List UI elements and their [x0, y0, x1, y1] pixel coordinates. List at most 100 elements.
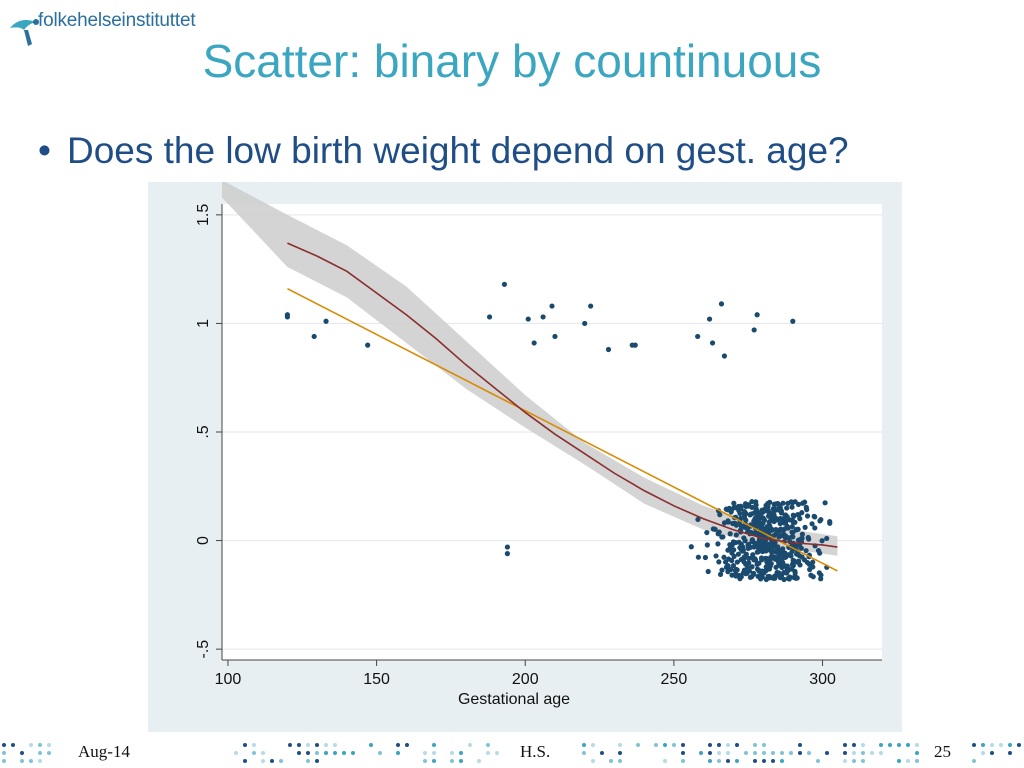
logo-text: folkehelseinstituttet — [38, 10, 196, 31]
data-point — [781, 520, 787, 526]
data-point — [772, 543, 778, 549]
data-point — [740, 570, 747, 576]
data-point — [723, 506, 729, 512]
data-point — [759, 556, 765, 562]
data-point — [749, 538, 755, 544]
footer-dot — [825, 751, 829, 755]
footer-dot — [2, 751, 6, 755]
footer-dot — [38, 759, 42, 763]
data-point — [756, 515, 762, 521]
footer-dot — [396, 743, 400, 747]
footer-dot — [888, 743, 892, 747]
footer-dot — [780, 759, 784, 763]
bullet-item: • Does the low birth weight depend on ges… — [38, 130, 849, 172]
footer-dot — [582, 743, 586, 747]
data-point — [729, 572, 735, 578]
data-point — [789, 523, 795, 530]
footer-dot — [2, 743, 6, 747]
data-point — [734, 567, 740, 573]
data-point — [795, 501, 802, 507]
data-point — [791, 558, 797, 564]
data-point — [754, 561, 760, 567]
footer-dot — [771, 759, 775, 763]
data-point — [717, 571, 724, 577]
data-point — [799, 531, 806, 537]
footer-dot — [636, 743, 640, 747]
footer-dot — [1017, 743, 1021, 747]
data-point — [741, 535, 747, 541]
data-point — [799, 510, 805, 516]
data-point — [702, 554, 709, 561]
footer-dot — [459, 759, 463, 763]
data-point — [751, 510, 757, 516]
data-point — [705, 568, 711, 575]
footer-dot — [762, 743, 766, 747]
footer-dot — [477, 759, 481, 763]
data-point — [778, 526, 784, 532]
data-point — [738, 541, 744, 547]
footer-dot — [324, 751, 328, 755]
data-point — [749, 499, 755, 505]
data-point — [809, 521, 815, 527]
data-point — [766, 519, 772, 525]
data-point — [777, 574, 783, 581]
data-point — [817, 550, 823, 556]
data-point — [767, 499, 773, 505]
footer-dot — [762, 751, 766, 755]
footer-dot — [990, 743, 994, 747]
data-point — [759, 574, 765, 580]
footer-dot — [618, 751, 622, 755]
data-point — [778, 560, 784, 566]
data-point — [754, 549, 760, 555]
data-point — [725, 519, 731, 525]
data-point — [728, 507, 735, 513]
footer-dot — [405, 743, 409, 747]
footer-dot — [681, 751, 685, 755]
data-point — [785, 500, 791, 506]
data-point — [754, 312, 760, 318]
footer-dot — [717, 751, 721, 755]
footer-dot — [618, 759, 622, 763]
data-point — [695, 554, 701, 560]
data-point — [531, 340, 537, 346]
data-point — [763, 548, 769, 554]
footer-dot — [852, 743, 856, 747]
data-point — [726, 556, 732, 562]
data-point — [552, 333, 558, 340]
data-point — [588, 303, 594, 309]
data-point — [767, 511, 774, 517]
data-point — [731, 500, 737, 506]
footer-dot — [306, 743, 310, 747]
footer-dot — [1008, 743, 1012, 747]
footer-dot — [843, 759, 847, 763]
data-point — [284, 314, 291, 320]
footer-dot — [708, 751, 712, 755]
data-point — [761, 517, 768, 523]
footer-dot — [270, 759, 274, 763]
footer-dot — [843, 743, 847, 747]
footer-dot — [816, 759, 820, 763]
data-point — [817, 518, 823, 524]
footer-dot — [333, 751, 337, 755]
footer-dot — [807, 751, 811, 755]
data-point — [504, 551, 511, 557]
footer-dot — [861, 743, 865, 747]
data-point — [795, 511, 801, 518]
footer-dot — [11, 743, 15, 747]
footer-dot — [38, 751, 42, 755]
data-point — [738, 523, 744, 529]
data-point — [582, 320, 588, 327]
data-point — [785, 535, 791, 541]
x-tick-label: 100 — [215, 671, 242, 688]
fhi-bird-icon — [10, 19, 39, 46]
data-point — [789, 562, 796, 568]
data-point — [755, 573, 761, 579]
data-point — [743, 503, 749, 509]
data-point — [797, 516, 803, 522]
footer-dot — [861, 759, 865, 763]
footer-dot — [306, 759, 310, 763]
footer-dot — [261, 759, 265, 763]
data-point — [807, 566, 813, 573]
footer-dot — [47, 743, 51, 747]
footer-dot — [861, 751, 865, 755]
